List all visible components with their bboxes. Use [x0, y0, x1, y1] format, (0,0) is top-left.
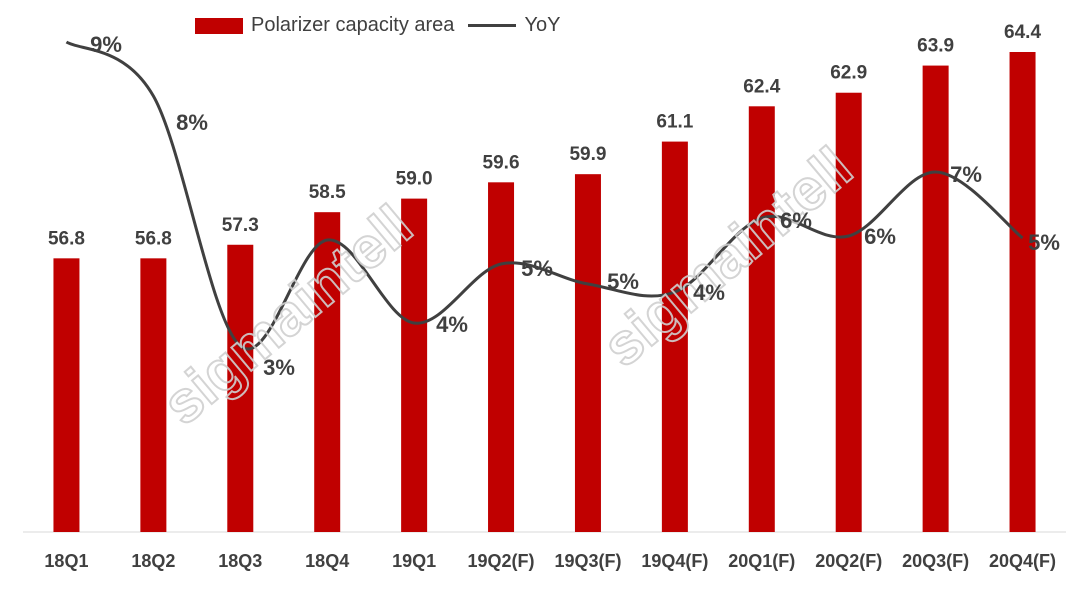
watermark-1: sigmaintell: [151, 193, 425, 438]
bar: [314, 212, 341, 532]
bar: [835, 92, 862, 532]
yoy-value-label: 6%: [864, 224, 896, 249]
legend-label-bar: Polarizer capacity area: [251, 14, 455, 36]
x-tick-label: 19Q3(F): [554, 551, 621, 571]
bar-value-label: 56.8: [48, 228, 85, 249]
yoy-value-label: 4%: [436, 312, 468, 337]
bar-value-label: 57.3: [222, 215, 259, 236]
bar: [227, 244, 254, 532]
x-tick-label: 19Q4(F): [641, 551, 708, 571]
bar-value-label: 59.0: [396, 169, 433, 190]
yoy-value-label: 5%: [1028, 230, 1060, 255]
legend: Polarizer capacity area YoY: [195, 14, 560, 37]
x-tick-label: 19Q1: [392, 551, 436, 571]
x-tick-label: 18Q2: [131, 551, 175, 571]
bar: [922, 65, 949, 533]
x-tick-label: 20Q4(F): [989, 551, 1056, 571]
x-tick-label: 18Q1: [44, 551, 88, 571]
bar: [401, 198, 428, 533]
bar: [748, 106, 775, 532]
x-tick-label: 20Q1(F): [728, 551, 795, 571]
legend-item-bar: Polarizer capacity area: [195, 14, 454, 37]
bar-value-label: 56.8: [135, 228, 172, 249]
yoy-value-label: 5%: [521, 256, 553, 281]
yoy-value-label: 9%: [90, 32, 122, 57]
legend-item-line: YoY: [468, 14, 560, 37]
bar: [574, 174, 601, 533]
yoy-value-label: 4%: [693, 280, 725, 305]
watermark-2: sigmaintell: [591, 135, 865, 380]
yoy-value-label: 8%: [176, 110, 208, 135]
x-tick-label: 19Q2(F): [468, 551, 535, 571]
bar: [140, 258, 167, 532]
legend-swatch-line: [468, 24, 517, 27]
x-tick-label: 20Q3(F): [902, 551, 969, 571]
bar: [661, 141, 688, 532]
bar: [1009, 52, 1036, 532]
legend-label-line: YoY: [524, 14, 561, 36]
bar-value-label: 63.9: [917, 36, 954, 57]
bar-value-label: 62.4: [743, 76, 780, 97]
yoy-value-label: 6%: [780, 208, 812, 233]
yoy-value-label: 3%: [263, 355, 295, 380]
bar-value-label: 64.4: [1004, 22, 1041, 43]
bar-value-label: 59.9: [569, 144, 606, 165]
yoy-value-label: 5%: [607, 269, 639, 294]
x-tick-label: 18Q4: [305, 551, 349, 571]
bar-value-label: 58.5: [309, 182, 346, 203]
x-tick-label: 20Q2(F): [815, 551, 882, 571]
bar: [488, 182, 515, 532]
yoy-line: [65, 40, 1024, 351]
bar: [53, 258, 80, 532]
yoy-value-label: 7%: [950, 162, 982, 187]
x-tick-label: 18Q3: [218, 551, 262, 571]
legend-swatch-bar: [195, 17, 243, 34]
bar-value-label: 62.9: [830, 63, 867, 84]
bar-value-label: 59.6: [483, 152, 520, 173]
bar-value-label: 61.1: [656, 112, 693, 133]
